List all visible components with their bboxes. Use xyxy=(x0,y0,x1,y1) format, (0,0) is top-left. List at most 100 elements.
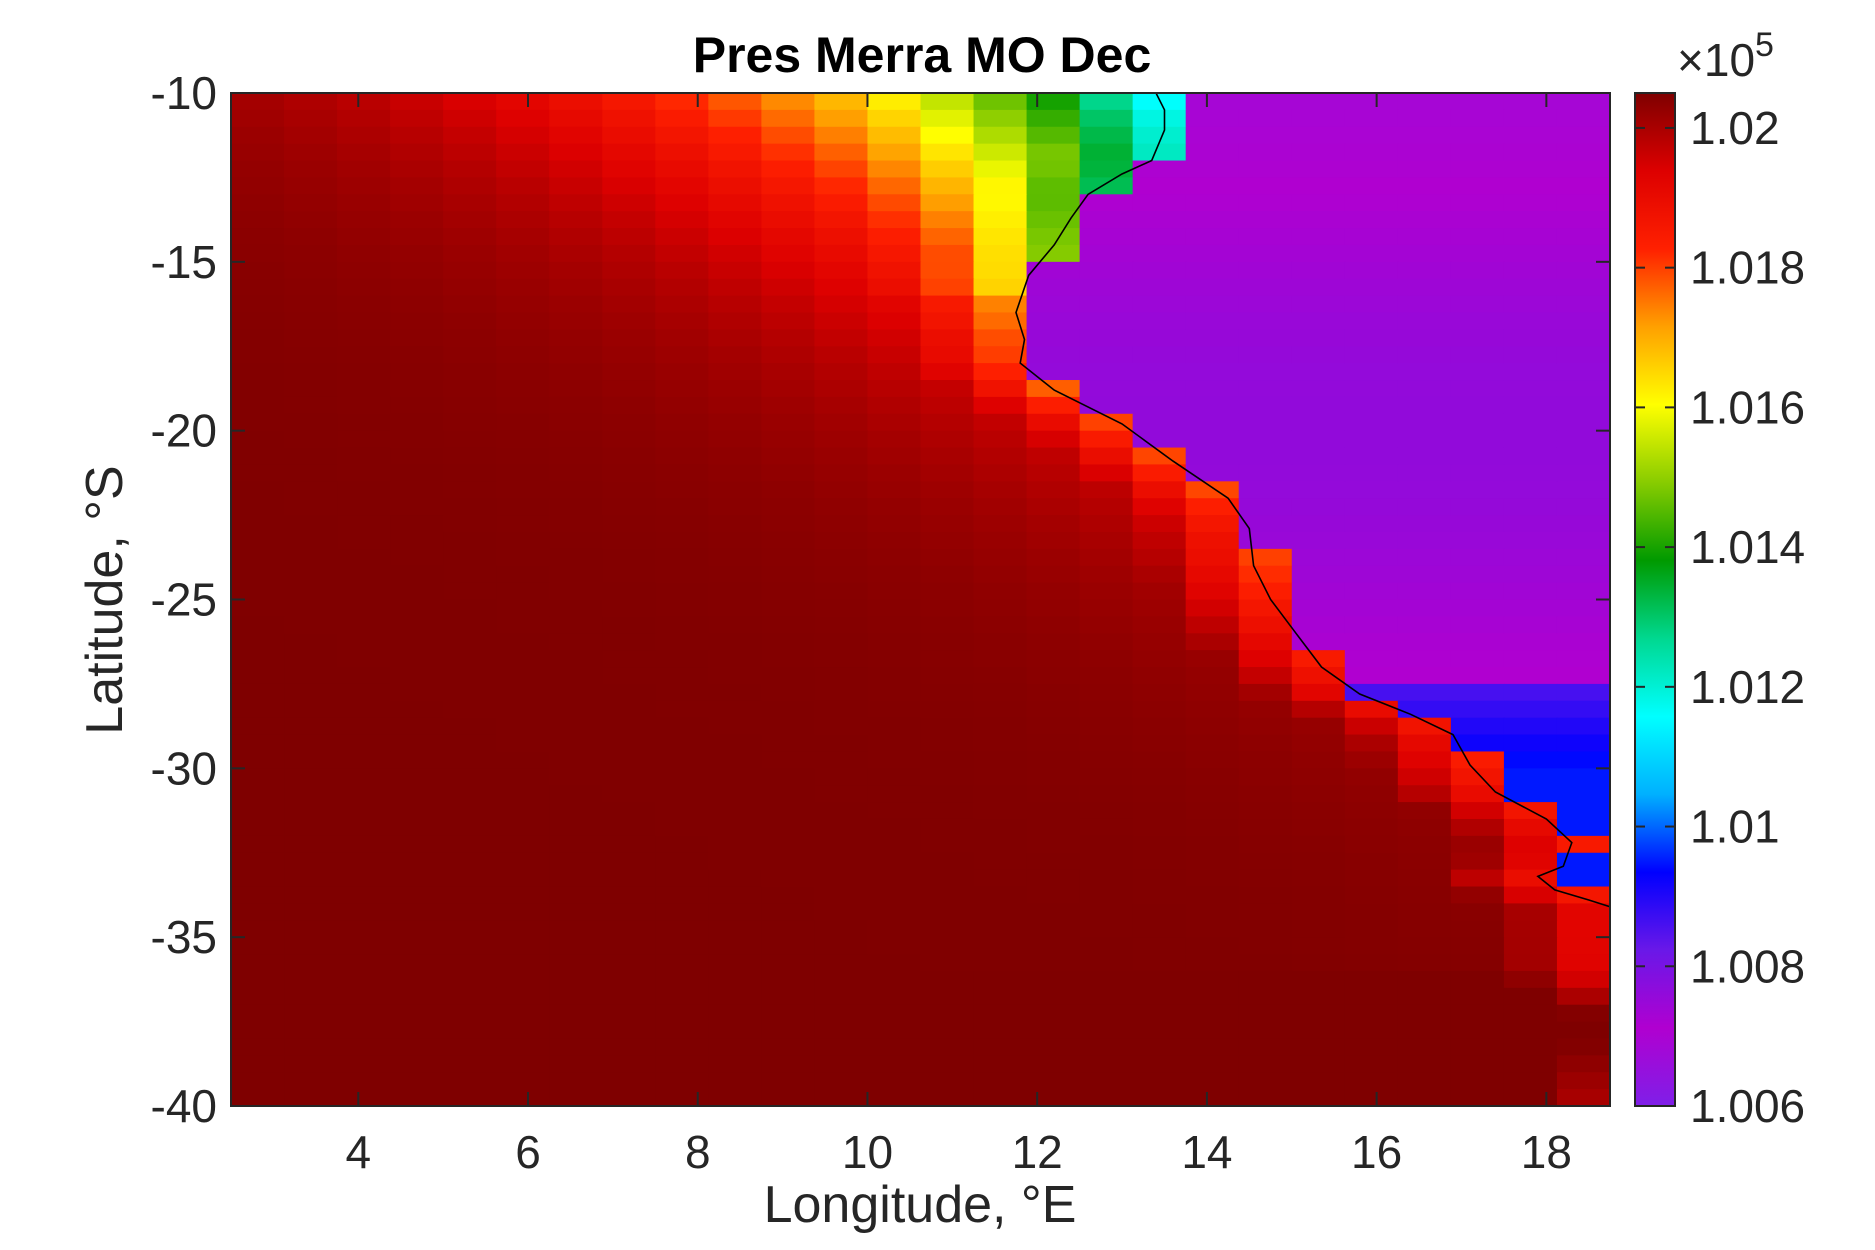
heatmap-cell xyxy=(1556,852,1611,871)
heatmap-cell xyxy=(920,312,975,330)
heatmap-cell xyxy=(337,582,391,601)
heatmap-cell xyxy=(1344,1072,1399,1090)
heatmap-cell xyxy=(867,396,922,415)
heatmap-cell xyxy=(443,869,497,888)
heatmap-cell xyxy=(761,295,816,314)
heatmap-cell xyxy=(867,1038,922,1056)
heatmap-cell xyxy=(1556,565,1611,584)
heatmap-cell xyxy=(284,886,338,904)
heatmap-cell xyxy=(549,852,603,871)
heatmap-cell xyxy=(496,261,550,280)
heatmap-cell xyxy=(1503,785,1558,803)
heatmap-cell xyxy=(814,920,869,938)
heatmap-cell xyxy=(1185,531,1240,550)
heatmap-cell xyxy=(549,447,603,466)
heatmap-cell xyxy=(1503,717,1558,736)
heatmap-cell xyxy=(708,599,762,617)
heatmap-cell xyxy=(761,548,816,567)
heatmap-cell xyxy=(231,548,285,567)
heatmap-cell xyxy=(708,954,762,972)
heatmap-cell xyxy=(1132,565,1187,584)
heatmap-cell xyxy=(443,329,497,347)
heatmap-cell xyxy=(1238,1055,1293,1073)
heatmap-cell xyxy=(1397,1089,1452,1107)
heatmap-cell xyxy=(549,498,603,516)
heatmap-cell xyxy=(1556,329,1611,347)
heatmap-cell xyxy=(337,1089,391,1107)
heatmap-cell xyxy=(1026,295,1081,314)
heatmap-cell xyxy=(1556,93,1611,111)
heatmap-cell xyxy=(1503,481,1558,499)
heatmap-cell xyxy=(1291,768,1346,786)
heatmap-cell xyxy=(1450,818,1505,837)
heatmap-cell xyxy=(1556,970,1611,989)
heatmap-cell xyxy=(761,531,816,550)
heatmap-cell xyxy=(1450,329,1505,347)
heatmap-cell xyxy=(814,109,869,128)
heatmap-cell xyxy=(602,194,656,212)
heatmap-cell xyxy=(1132,768,1187,786)
x-tick-label: 4 xyxy=(345,1126,371,1178)
heatmap-cell xyxy=(708,886,762,904)
heatmap-cell xyxy=(655,548,709,567)
heatmap-cell xyxy=(1450,802,1505,820)
heatmap-cell xyxy=(1344,717,1399,736)
heatmap-cell xyxy=(337,228,391,246)
heatmap-cell xyxy=(1344,987,1399,1006)
heatmap-cell xyxy=(284,126,338,145)
heatmap-cell xyxy=(973,1089,1028,1107)
heatmap-cell xyxy=(1079,329,1134,347)
heatmap-cell xyxy=(655,531,709,550)
heatmap-cell xyxy=(920,244,975,263)
heatmap-cell xyxy=(1450,599,1505,617)
heatmap-cell xyxy=(1291,869,1346,888)
heatmap-cell xyxy=(814,987,869,1006)
heatmap-cell xyxy=(337,751,391,769)
heatmap-cell xyxy=(1079,667,1134,685)
heatmap-cell xyxy=(1503,295,1558,314)
heatmap-cell xyxy=(1397,1055,1452,1073)
heatmap-cell xyxy=(1397,970,1452,989)
colorbar-tick-label: 1.008 xyxy=(1690,940,1805,992)
heatmap-cell xyxy=(708,312,762,330)
heatmap-cell xyxy=(496,481,550,499)
heatmap-cell xyxy=(655,295,709,314)
heatmap-cell xyxy=(1503,1021,1558,1040)
heatmap-cell xyxy=(1397,852,1452,871)
heatmap-cell xyxy=(1503,380,1558,398)
heatmap-cell xyxy=(1291,599,1346,617)
heatmap-cell xyxy=(708,802,762,820)
heatmap-cell xyxy=(602,380,656,398)
heatmap-cell xyxy=(1026,970,1081,989)
heatmap-cell xyxy=(655,93,709,111)
heatmap-cell xyxy=(1026,548,1081,567)
heatmap-cell xyxy=(1397,835,1452,854)
heatmap-cell xyxy=(1238,785,1293,803)
heatmap-cell xyxy=(1026,126,1081,145)
heatmap-cell xyxy=(549,1004,603,1023)
heatmap-cell xyxy=(973,515,1028,533)
heatmap-cell xyxy=(1079,464,1134,482)
heatmap-cell xyxy=(920,886,975,904)
heatmap-cell xyxy=(231,700,285,719)
heatmap-cell xyxy=(1185,835,1240,854)
heatmap-cell xyxy=(814,548,869,567)
heatmap-cell xyxy=(814,869,869,888)
heatmap-cell xyxy=(1238,903,1293,921)
heatmap-cell xyxy=(231,937,285,955)
heatmap-cell xyxy=(973,768,1028,786)
heatmap-cell xyxy=(920,903,975,921)
heatmap-cell xyxy=(1238,987,1293,1006)
colorbar-tick-label: 1.018 xyxy=(1690,242,1805,294)
heatmap-cell xyxy=(284,413,338,432)
heatmap-cell xyxy=(814,312,869,330)
heatmap-cell xyxy=(1079,126,1134,145)
heatmap-cell xyxy=(1238,734,1293,753)
heatmap-cell xyxy=(1238,565,1293,584)
heatmap-cell xyxy=(284,481,338,499)
heatmap-cell xyxy=(337,1021,391,1040)
heatmap-cell xyxy=(1026,346,1081,364)
heatmap-cell xyxy=(1291,683,1346,702)
heatmap-cell xyxy=(337,380,391,398)
heatmap-cell xyxy=(602,565,656,584)
